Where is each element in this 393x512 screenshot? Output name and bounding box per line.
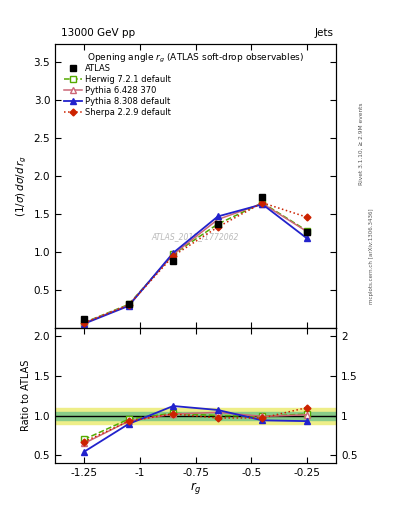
Bar (55, 408, 336, 423)
Text: ATLAS_2019_I1772062: ATLAS_2019_I1772062 (152, 232, 239, 242)
Text: Opening angle $r_g$ (ATLAS soft-drop observables): Opening angle $r_g$ (ATLAS soft-drop obs… (87, 52, 304, 65)
Herwig 7.2.1 default (126, 302, 131, 308)
Line: Sherpa 2.2.9 default: Sherpa 2.2.9 default (82, 200, 309, 326)
ATLAS (305, 228, 309, 234)
Pythia 8.308 default (82, 321, 86, 327)
Pythia 6.428 370 (215, 217, 220, 223)
Herwig 7.2.1 default (215, 221, 220, 227)
Bar (55, 412, 336, 419)
Text: Jets: Jets (314, 28, 333, 38)
Pythia 8.308 default (215, 214, 220, 220)
Sherpa 2.2.9 default (82, 320, 86, 326)
Y-axis label: Ratio to ATLAS: Ratio to ATLAS (21, 360, 31, 431)
Pythia 8.308 default (305, 236, 309, 242)
Sherpa 2.2.9 default (305, 214, 309, 220)
Sherpa 2.2.9 default (126, 302, 131, 308)
Legend: ATLAS, Herwig 7.2.1 default, Pythia 6.428 370, Pythia 8.308 default, Sherpa 2.2.: ATLAS, Herwig 7.2.1 default, Pythia 6.42… (62, 62, 173, 119)
Y-axis label: $(1/\sigma)\,d\sigma/d\,r_g$: $(1/\sigma)\,d\sigma/d\,r_g$ (15, 155, 29, 217)
Pythia 8.308 default (260, 201, 265, 207)
Herwig 7.2.1 default (171, 251, 176, 258)
Line: Herwig 7.2.1 default: Herwig 7.2.1 default (81, 200, 310, 326)
Sherpa 2.2.9 default (215, 224, 220, 230)
Text: Rivet 3.1.10, ≥ 2.9M events: Rivet 3.1.10, ≥ 2.9M events (359, 102, 364, 185)
ATLAS (260, 195, 265, 201)
Pythia 6.428 370 (305, 228, 309, 234)
Pythia 8.308 default (126, 303, 131, 309)
Herwig 7.2.1 default (260, 200, 265, 206)
Pythia 6.428 370 (82, 320, 86, 326)
Text: 13000 GeV pp: 13000 GeV pp (61, 28, 135, 38)
Sherpa 2.2.9 default (260, 200, 265, 206)
Pythia 6.428 370 (260, 201, 265, 207)
Text: mcplots.cern.ch [arXiv:1306.3436]: mcplots.cern.ch [arXiv:1306.3436] (369, 208, 374, 304)
Line: ATLAS: ATLAS (81, 195, 310, 322)
Pythia 6.428 370 (126, 302, 131, 308)
ATLAS (82, 316, 86, 322)
Pythia 6.428 370 (171, 251, 176, 258)
X-axis label: $r_g$: $r_g$ (190, 480, 201, 496)
Pythia 8.308 default (171, 250, 176, 256)
ATLAS (171, 258, 176, 264)
Line: Pythia 8.308 default: Pythia 8.308 default (81, 201, 310, 327)
ATLAS (126, 301, 131, 307)
Herwig 7.2.1 default (305, 228, 309, 234)
ATLAS (215, 221, 220, 227)
Sherpa 2.2.9 default (171, 253, 176, 259)
Herwig 7.2.1 default (82, 319, 86, 326)
Line: Pythia 6.428 370: Pythia 6.428 370 (81, 200, 310, 327)
